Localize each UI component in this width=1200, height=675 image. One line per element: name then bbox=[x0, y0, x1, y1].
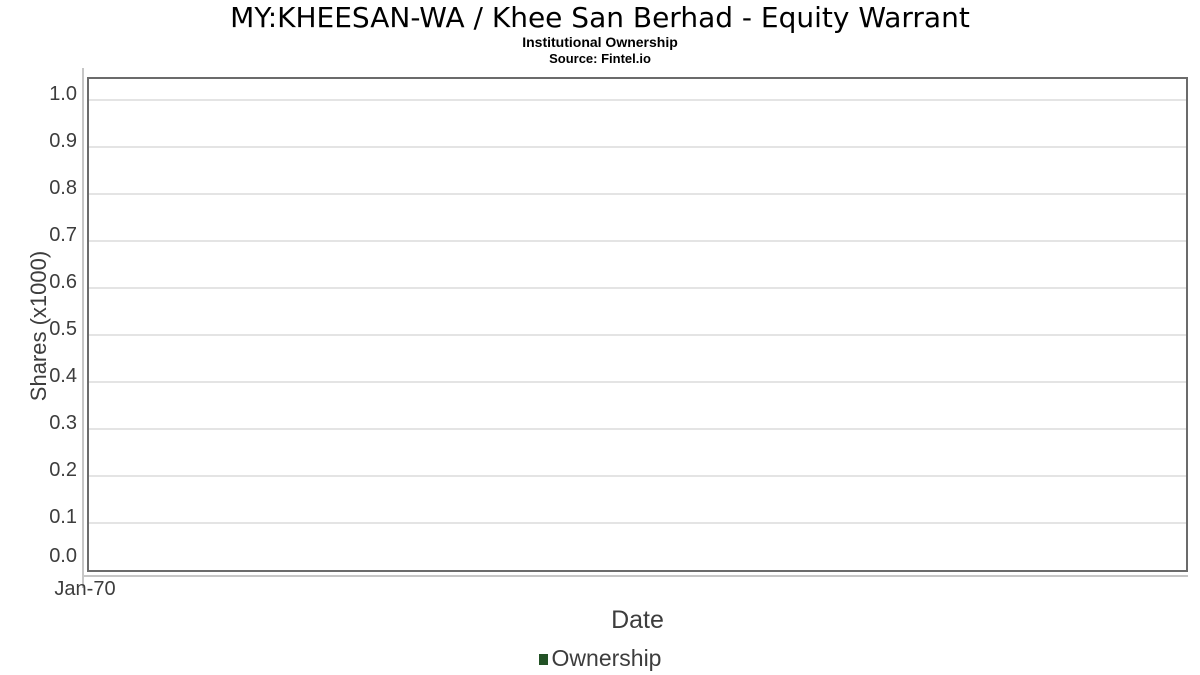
y-tick-label: 0.2 bbox=[49, 458, 77, 481]
x-axis-line bbox=[84, 575, 1188, 577]
x-axis-title: Date bbox=[611, 606, 664, 634]
y-tick-label: 0.8 bbox=[49, 176, 77, 199]
legend-marker-square bbox=[538, 653, 548, 665]
gridline bbox=[89, 333, 1186, 336]
y-axis-line bbox=[82, 68, 84, 588]
chart-source-label: Source: Fintel.io bbox=[549, 51, 651, 66]
gridline bbox=[89, 286, 1186, 289]
y-tick-label: 0.1 bbox=[49, 505, 77, 528]
y-tick-label: 0.3 bbox=[49, 411, 77, 434]
y-tick-label: 0.9 bbox=[49, 129, 77, 152]
legend-item-ownership[interactable]: Ownership bbox=[538, 645, 662, 671]
legend-label: Ownership bbox=[551, 645, 662, 671]
x-tick-label: Jan-70 bbox=[54, 578, 116, 600]
y-tick-label: 1.0 bbox=[49, 82, 77, 105]
gridline bbox=[89, 427, 1186, 430]
legend: Ownership bbox=[0, 645, 1200, 671]
y-tick-label: 0.5 bbox=[49, 317, 77, 340]
gridline bbox=[89, 192, 1186, 195]
gridline bbox=[89, 474, 1186, 477]
chart-title: MY:KHEESAN-WA / Khee San Berhad - Equity… bbox=[230, 1, 970, 34]
gridline bbox=[89, 380, 1186, 383]
y-tick-label: 0.0 bbox=[49, 545, 77, 567]
gridline bbox=[89, 239, 1186, 242]
plot-area bbox=[87, 77, 1188, 572]
chart-subtitle: Institutional Ownership bbox=[522, 34, 678, 50]
y-axis-title: Shares (x1000) bbox=[26, 250, 51, 402]
y-tick-label: 0.6 bbox=[49, 270, 77, 293]
y-tick-label: 0.4 bbox=[49, 364, 77, 387]
y-tick-label: 0.7 bbox=[49, 223, 77, 246]
gridline bbox=[89, 145, 1186, 148]
gridline bbox=[89, 98, 1186, 101]
gridline bbox=[89, 521, 1186, 524]
